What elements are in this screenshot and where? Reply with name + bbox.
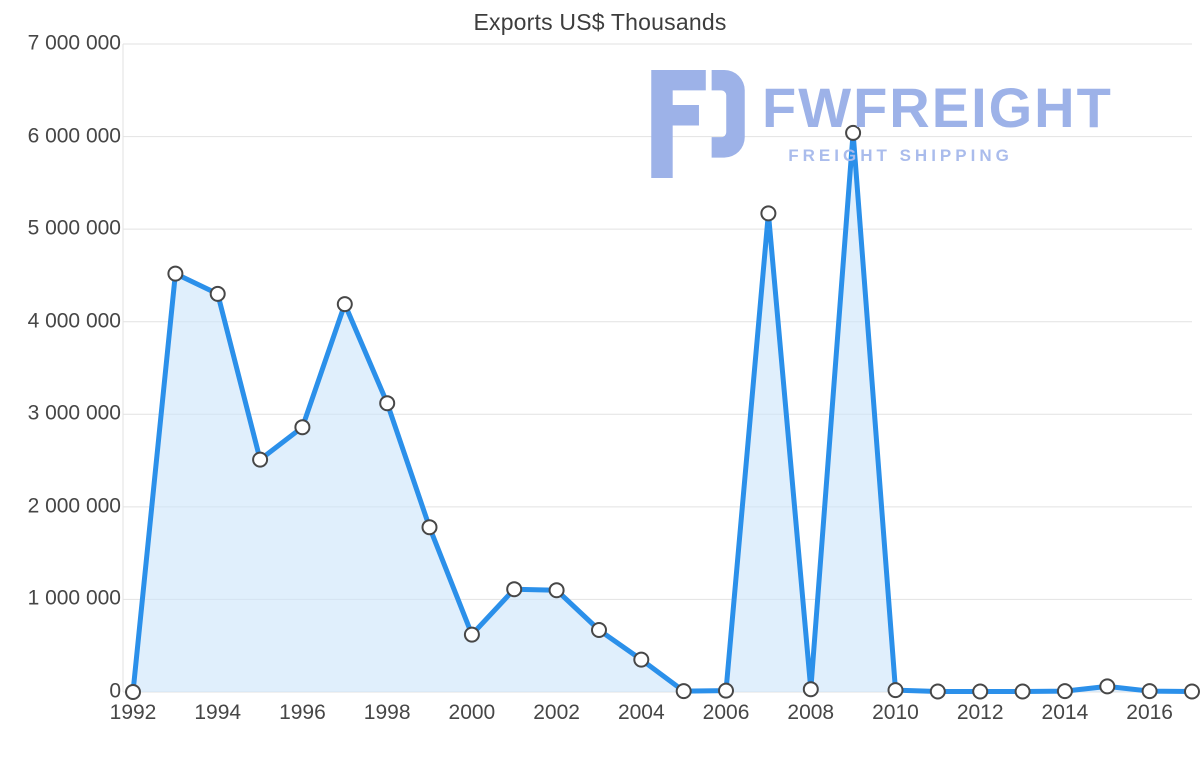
area-fill xyxy=(133,132,1192,692)
data-point-marker-2017 xyxy=(1184,683,1200,700)
data-point-marker-1992 xyxy=(125,684,141,700)
data-point-marker-2016 xyxy=(1141,683,1158,700)
data-point-marker-2007 xyxy=(760,205,777,222)
x-axis-label: 2004 xyxy=(617,701,665,724)
data-point-marker-2009 xyxy=(845,124,862,141)
x-axis-label: 2012 xyxy=(956,701,1004,724)
y-axis-label: 0 xyxy=(109,679,121,703)
data-point-marker-2010 xyxy=(887,682,904,699)
x-axis-label: 1998 xyxy=(363,701,411,724)
x-axis-label: 2000 xyxy=(448,701,496,724)
data-point-marker-2006 xyxy=(718,682,734,699)
data-point-marker-2011 xyxy=(929,683,946,700)
data-point-marker-2014 xyxy=(1056,683,1073,700)
x-axis-label: 2008 xyxy=(787,701,835,724)
watermark-logo: FWFREIGHT FREIGHT SHIPPING xyxy=(648,68,1113,180)
y-axis-label: 4 000 000 xyxy=(27,309,121,333)
logo-text: FWFREIGHT xyxy=(762,76,1113,139)
y-axis-label: 5 000 000 xyxy=(27,216,121,240)
y-axis-label: 6 000 000 xyxy=(27,124,121,148)
x-axis-label: 1996 xyxy=(279,701,326,724)
data-point-marker-2012 xyxy=(972,683,989,700)
freight-logo-icon xyxy=(651,69,745,179)
data-point-marker-1996 xyxy=(294,419,311,436)
data-point-marker-1995 xyxy=(252,451,269,468)
y-axis-label: 2 000 000 xyxy=(27,494,121,518)
x-axis-label: 2010 xyxy=(872,701,919,724)
data-point-marker-1994 xyxy=(209,285,226,302)
x-axis-label: 1994 xyxy=(194,701,242,724)
data-point-marker-1997 xyxy=(336,296,353,313)
logo-subtitle: FREIGHT SHIPPING xyxy=(788,146,1013,165)
data-point-marker-2015 xyxy=(1099,678,1116,695)
x-axis-label: 2002 xyxy=(533,701,580,724)
data-point-marker-2002 xyxy=(548,582,565,599)
data-point-marker-1998 xyxy=(379,395,396,412)
data-point-marker-2008 xyxy=(802,681,819,698)
data-point-marker-2005 xyxy=(675,683,692,700)
data-point-marker-2003 xyxy=(591,622,607,638)
chart-title: Exports US$ Thousands xyxy=(473,9,727,35)
data-point-marker-2004 xyxy=(633,651,650,668)
x-axis-label: 2006 xyxy=(702,701,750,724)
x-axis-label: 1992 xyxy=(109,701,157,724)
data-point-marker-1999 xyxy=(421,519,438,536)
x-axis-label: 2016 xyxy=(1126,701,1173,724)
x-axis-label: 2014 xyxy=(1041,701,1089,724)
data-point-marker-2013 xyxy=(1014,683,1031,700)
data-point-marker-2000 xyxy=(463,626,480,643)
y-axis-label: 7 000 000 xyxy=(27,31,121,55)
data-point-marker-2001 xyxy=(506,581,523,598)
y-axis-label: 3 000 000 xyxy=(27,401,121,425)
y-axis-label: 1 000 000 xyxy=(27,586,121,610)
data-point-marker-1993 xyxy=(167,265,184,282)
